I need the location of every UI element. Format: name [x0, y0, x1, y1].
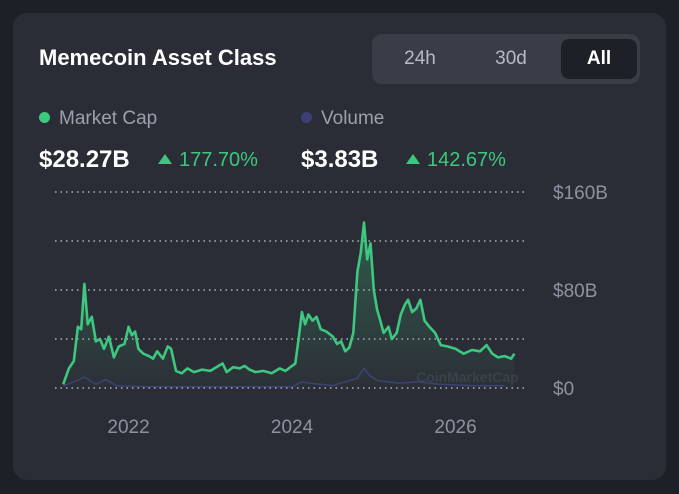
widget-title: Memecoin Asset Class	[39, 45, 277, 70]
timeframe-tabs: 24h 30d All	[372, 34, 640, 84]
tab-24h[interactable]: 24h	[404, 48, 436, 69]
x-tick-label: 2022	[107, 417, 149, 438]
market-cap-line	[61, 221, 516, 385]
up-arrow-icon	[158, 154, 172, 164]
y-tick-label: $0	[553, 379, 574, 400]
tab-30d[interactable]: 30d	[495, 48, 527, 69]
volume-change: 142.67%	[406, 149, 506, 172]
legend-market-cap-label: Market Cap	[59, 108, 158, 129]
market-cap-change-value: 177.70%	[179, 149, 258, 171]
market-cap-area	[63, 222, 515, 388]
volume-value: $3.83B	[301, 146, 379, 173]
tab-all[interactable]: All	[561, 39, 637, 79]
legend-market-cap[interactable]: Market Cap	[39, 108, 157, 130]
memecoin-card	[13, 13, 666, 480]
x-tick-label: 2024	[271, 417, 314, 438]
y-tick-label: $80B	[553, 281, 597, 302]
market-cap-value: $28.27B	[39, 146, 130, 173]
market-cap-dot-icon	[39, 112, 50, 123]
x-tick-label: 2026	[434, 417, 476, 438]
volume-dot-icon	[301, 112, 312, 123]
up-arrow-icon	[406, 154, 420, 164]
volume-change-value: 142.67%	[427, 149, 506, 171]
legend-volume-label: Volume	[321, 108, 385, 129]
y-tick-label: $160B	[553, 183, 608, 204]
market-cap-change: 177.70%	[158, 149, 258, 172]
legend-volume[interactable]: Volume	[301, 108, 384, 130]
